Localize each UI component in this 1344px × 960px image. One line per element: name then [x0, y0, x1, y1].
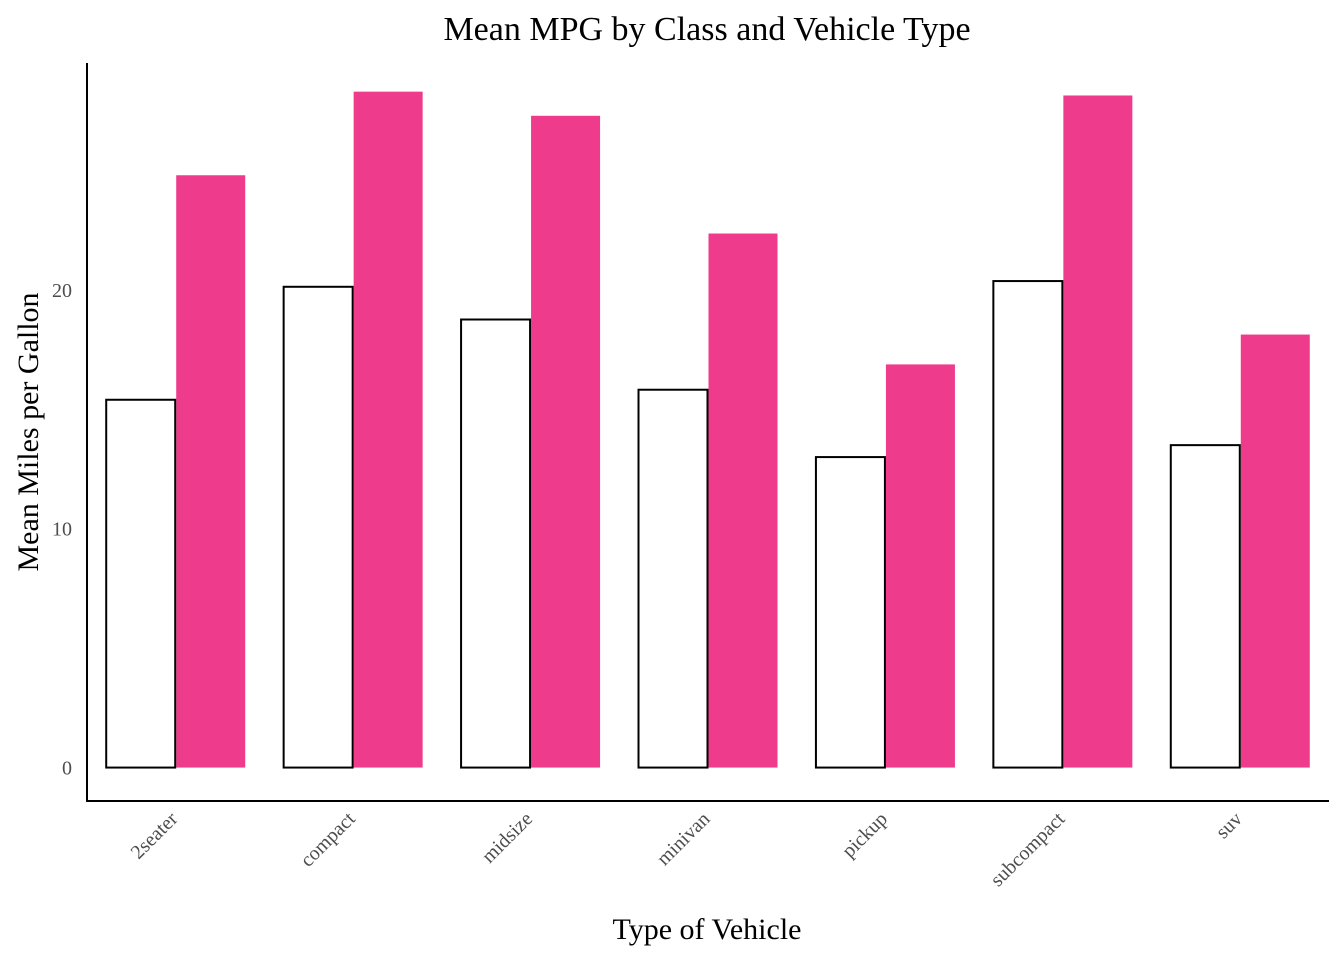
- bar-series-2-2seater: [176, 175, 246, 768]
- x-tick-subcompact: subcompact: [986, 808, 1069, 891]
- bar-series-1-suv: [1169, 444, 1241, 769]
- chart-title: Mean MPG by Class and Vehicle Type: [443, 11, 970, 48]
- x-tick-suv: suv: [1212, 808, 1247, 843]
- y-tick-0: 0: [62, 758, 72, 780]
- y-tick-20: 20: [52, 280, 72, 302]
- bar-series-2-minivan: [708, 233, 778, 768]
- x-tick-minivan: minivan: [653, 808, 715, 870]
- bar-series-1-compact: [282, 285, 354, 769]
- bar-series-2-compact: [353, 91, 423, 768]
- x-tick-pickup: pickup: [838, 808, 892, 862]
- x-tick-midsize: midsize: [478, 808, 538, 868]
- bar-series-1-minivan: [637, 388, 709, 769]
- bar-series-2-suv: [1240, 334, 1310, 768]
- series-1-bars: [105, 280, 1241, 769]
- bar-series-1-midsize: [460, 318, 532, 769]
- bar-series-1-pickup: [814, 456, 886, 769]
- bar-series-2-midsize: [531, 115, 601, 768]
- bar-series-1-2seater: [105, 398, 177, 769]
- y-tick-10: 10: [52, 519, 72, 541]
- x-tick-compact: compact: [296, 808, 360, 872]
- bar-series-2-subcompact: [1063, 95, 1133, 768]
- bar-series-1-subcompact: [992, 280, 1064, 769]
- y-axis-title: Mean Miles per Gallon: [12, 292, 45, 571]
- x-tick-2seater: 2seater: [127, 808, 183, 864]
- x-axis-title: Type of Vehicle: [613, 913, 802, 946]
- series-2-bars: [176, 91, 1310, 768]
- bar-series-2-pickup: [885, 364, 955, 768]
- y-tick-labels: 0 10 20: [52, 280, 72, 780]
- x-tick-labels: 2seater compact midsize minivan pickup subcom…: [127, 808, 1247, 891]
